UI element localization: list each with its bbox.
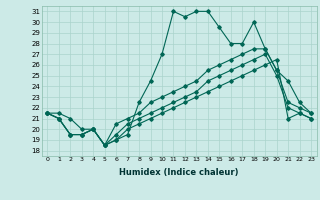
X-axis label: Humidex (Indice chaleur): Humidex (Indice chaleur) [119,168,239,177]
